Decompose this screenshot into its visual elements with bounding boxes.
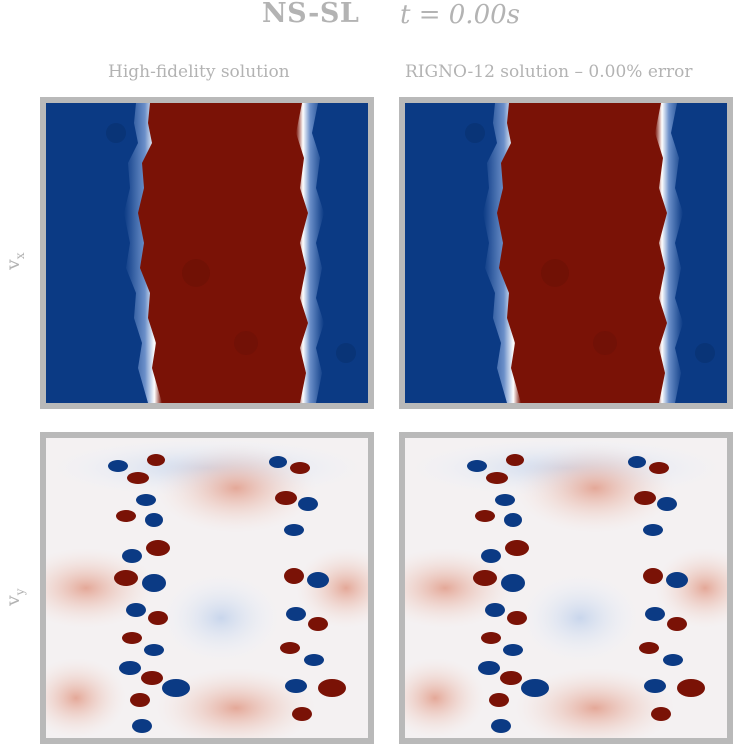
time-label: t = 0.00s (400, 0, 520, 30)
vortex-column-left (108, 454, 190, 733)
field-vy-rigno (405, 438, 727, 738)
panel-vy-high-fidelity (40, 432, 374, 744)
vortex-column-right (269, 456, 346, 721)
field-vx-high-fidelity (46, 103, 368, 403)
row-label-vx-main: v (2, 259, 24, 270)
panel-vx-high-fidelity (40, 97, 374, 409)
vortex-column-left-rigno (467, 454, 549, 733)
row-label-vx: vx (2, 252, 27, 270)
row-label-vy: vy (2, 588, 27, 606)
panel-vy-rigno (399, 432, 733, 744)
vortex-column-right-rigno (628, 456, 705, 721)
row-label-vx-sub: x (12, 252, 27, 260)
field-vy-high-fidelity (46, 438, 368, 738)
column-title-high-fidelity: High-fidelity solution (108, 62, 290, 82)
column-title-rigno: RIGNO-12 solution – 0.00% error (405, 62, 693, 82)
field-vx-rigno (405, 103, 727, 403)
panel-vx-rigno (399, 97, 733, 409)
figure-title: NS-SL t = 0.00s (0, 0, 746, 36)
row-label-vy-main: v (2, 595, 24, 606)
row-label-vy-sub: y (12, 588, 27, 596)
dataset-name: NS-SL (262, 0, 360, 29)
